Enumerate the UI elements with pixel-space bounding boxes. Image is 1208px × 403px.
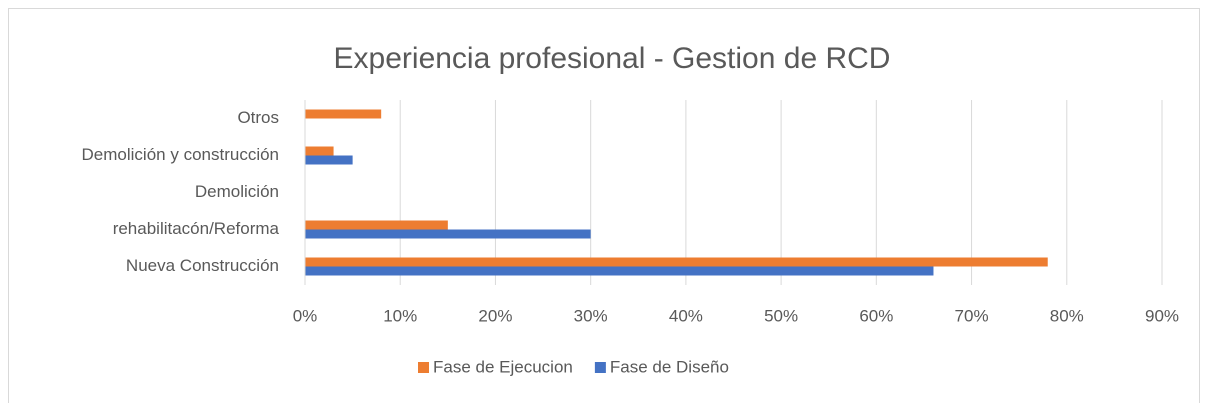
legend-swatch <box>418 362 429 373</box>
x-tick-label: 40% <box>669 306 703 325</box>
chart-frame <box>8 8 1200 403</box>
bar <box>305 220 448 230</box>
bar <box>305 257 1048 267</box>
x-tick-label: 60% <box>859 306 893 325</box>
y-tick-label: Nueva Construcción <box>126 256 279 275</box>
bar <box>305 109 382 119</box>
legend-swatch <box>594 362 606 373</box>
bar <box>305 155 353 165</box>
x-tick-label: 90% <box>1145 306 1179 325</box>
x-tick-label: 80% <box>1050 306 1084 325</box>
legend-label: Fase de Diseño <box>610 357 729 376</box>
y-tick-label: Demolición <box>195 182 279 201</box>
x-tick-label: 30% <box>574 306 608 325</box>
y-tick-label: Otros <box>237 108 279 127</box>
chart-title: Experiencia profesional - Gestion de RCD <box>334 42 891 75</box>
x-tick-label: 0% <box>293 306 318 325</box>
x-tick-label: 70% <box>955 306 989 325</box>
x-tick-label: 20% <box>478 306 512 325</box>
bar <box>305 229 591 239</box>
x-tick-label: 10% <box>383 306 417 325</box>
bar <box>305 146 334 156</box>
y-tick-label: Demolición y construcción <box>82 145 279 164</box>
bar <box>305 266 934 276</box>
legend-label: Fase de Ejecucion <box>433 357 573 376</box>
x-tick-label: 50% <box>764 306 798 325</box>
y-tick-label: rehabilitacón/Reforma <box>113 219 280 238</box>
